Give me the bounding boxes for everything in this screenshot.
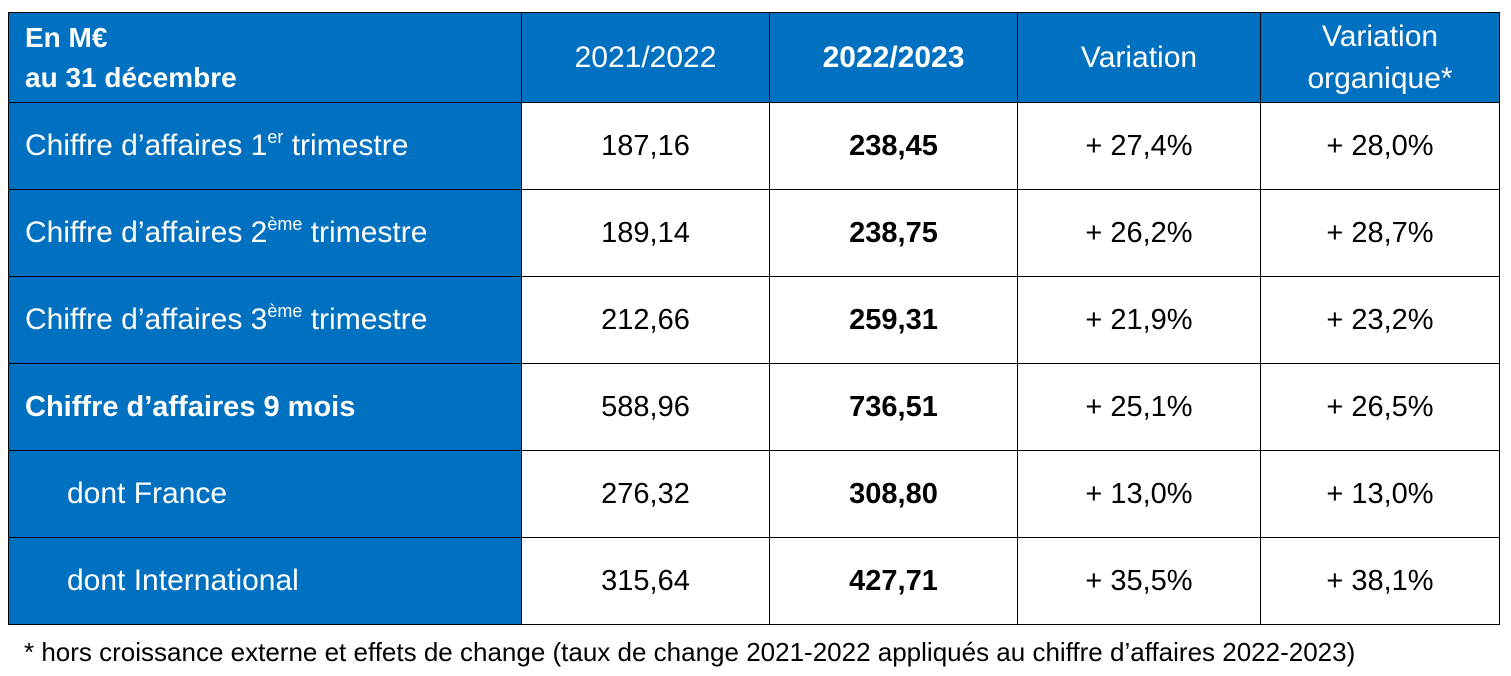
row-label-suffix: trimestre [302,216,428,249]
cell-2021-2022: 276,32 [521,450,770,538]
cell-2022-2023: 427,71 [769,537,1018,625]
cell-2022-2023: 238,75 [769,189,1018,277]
table-row: dont International 315,64 427,71 + 35,5%… [8,537,1500,625]
header-organic-line1: Variation [1321,19,1439,53]
row-label-sup: ème [267,214,303,234]
row-label-france: dont France [8,450,522,538]
cell-2021-2022: 315,64 [521,537,770,625]
cell-2021-2022: 187,16 [521,102,770,190]
row-label-q2: Chiffre d’affaires 2ème trimestre [8,189,522,277]
row-label-sup: er [267,127,284,147]
table-row: Chiffre d’affaires 3ème trimestre 212,66… [8,276,1500,364]
footnote: * hors croissance externe et effets de c… [24,637,1356,667]
cell-2022-2023: 736,51 [769,363,1018,451]
row-label-q3: Chiffre d’affaires 3ème trimestre [8,276,522,364]
row-label-suffix: trimestre [283,129,409,162]
cell-variation: + 26,2% [1017,189,1261,277]
revenue-table: En M€ au 31 décembre 2021/2022 2022/2023… [8,12,1500,625]
header-row: En M€ au 31 décembre 2021/2022 2022/2023… [8,12,1500,103]
row-label-9-months: Chiffre d’affaires 9 mois [8,363,522,451]
table-row: Chiffre d’affaires 2ème trimestre 189,14… [8,189,1500,277]
header-organic-line2: organique* [1307,61,1453,95]
cell-organic-variation: + 13,0% [1260,450,1500,538]
cell-2022-2023: 238,45 [769,102,1018,190]
row-label-text: Chiffre d’affaires 1 [25,129,268,162]
header-organic-variation-cell: Variation organique* [1260,12,1500,103]
cell-organic-variation: + 28,0% [1260,102,1500,190]
cell-2022-2023: 259,31 [769,276,1018,364]
cell-2021-2022: 212,66 [521,276,770,364]
cell-variation: + 13,0% [1017,450,1261,538]
row-label-text: Chiffre d’affaires 2 [25,216,268,249]
row-label-sup: ème [267,301,303,321]
header-variation: Variation [1017,12,1261,103]
header-unit-line2: au 31 décembre [25,61,237,93]
cell-2022-2023: 308,80 [769,450,1018,538]
table-row: dont France 276,32 308,80 + 13,0% + 13,0… [8,450,1500,538]
cell-organic-variation: + 38,1% [1260,537,1500,625]
cell-variation: + 35,5% [1017,537,1261,625]
header-unit-cell: En M€ au 31 décembre [8,12,522,103]
header-2022-2023: 2022/2023 [769,12,1018,103]
cell-2021-2022: 189,14 [521,189,770,277]
cell-2021-2022: 588,96 [521,363,770,451]
row-label-text: Chiffre d’affaires 3 [25,303,268,336]
cell-variation: + 25,1% [1017,363,1261,451]
cell-organic-variation: + 23,2% [1260,276,1500,364]
table-row: Chiffre d’affaires 1er trimestre 187,16 … [8,102,1500,190]
row-label-international: dont International [8,537,522,625]
cell-organic-variation: + 26,5% [1260,363,1500,451]
row-label-q1: Chiffre d’affaires 1er trimestre [8,102,522,190]
revenue-table-container: En M€ au 31 décembre 2021/2022 2022/2023… [8,12,1500,625]
cell-variation: + 21,9% [1017,276,1261,364]
header-2021-2022: 2021/2022 [521,12,770,103]
table-row: Chiffre d’affaires 9 mois 588,96 736,51 … [8,363,1500,451]
cell-organic-variation: + 28,7% [1260,189,1500,277]
row-label-suffix: trimestre [302,303,428,336]
header-unit-line1: En M€ [25,22,108,54]
cell-variation: + 27,4% [1017,102,1261,190]
